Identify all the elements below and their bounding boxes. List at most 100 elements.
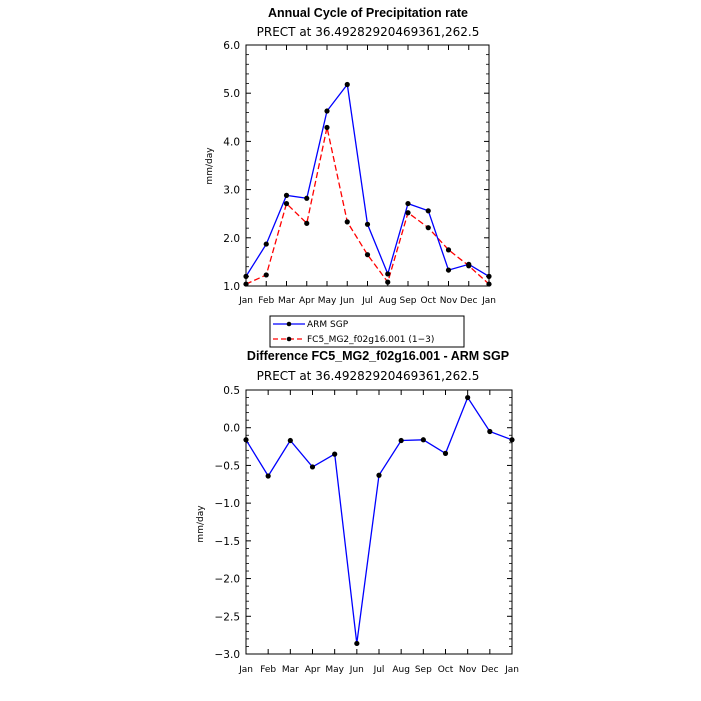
data-point [376, 472, 382, 478]
x-tick-label: Apr [299, 296, 315, 306]
y-axis-label: mm/day [196, 505, 206, 543]
chart-subtitle: PRECT at 36.49282920469361,262.5 [257, 369, 480, 383]
data-point [385, 279, 391, 285]
chart-subtitle: PRECT at 36.49282920469361,262.5 [257, 25, 480, 39]
x-tick-label: Jan [238, 296, 253, 306]
data-point [265, 473, 271, 479]
y-tick-label: −2.0 [215, 574, 241, 586]
x-tick-label: Dec [481, 665, 498, 675]
y-tick-label: −1.0 [215, 498, 241, 510]
x-tick-label: Aug [379, 296, 397, 306]
data-point [263, 241, 269, 247]
chart-title: Annual Cycle of Precipitation rate [268, 6, 468, 20]
legend: ARM SGP FC5_MG2_f02g16.001 (1−3) [269, 315, 465, 348]
plot-frame [245, 389, 513, 655]
data-point [304, 195, 310, 201]
x-tick-label: Aug [392, 665, 410, 675]
data-point [243, 437, 249, 443]
data-point [466, 261, 472, 267]
x-tick-label: Feb [260, 665, 276, 675]
axis-ticks: Jan Feb Mar Apr May Jun Jul Aug Sep Oct Nov Dec Jan 1… [223, 40, 496, 306]
data-point [287, 437, 293, 444]
data-point [344, 219, 350, 225]
data-point [304, 220, 310, 226]
y-axis-label: mm/day [205, 147, 215, 185]
x-tick-label: Mar [278, 296, 295, 306]
series-line [245, 82, 490, 277]
data-point [425, 208, 431, 214]
y-tick-label: −1.5 [215, 536, 241, 548]
x-tick-label: Jul [361, 296, 373, 306]
data-point [487, 428, 493, 435]
data-point [332, 451, 338, 457]
chart-title: Difference FC5_MG2_f02g16.001 - ARM SGP [247, 349, 509, 363]
series-layer [243, 394, 515, 647]
data-point [465, 394, 471, 401]
series-line [245, 396, 513, 644]
legend-label-fc5: FC5_MG2_f02g16.001 (1−3) [307, 335, 434, 345]
data-point [324, 108, 330, 114]
y-tick-label: 2.0 [223, 233, 240, 245]
data-point [324, 124, 330, 131]
x-tick-label: May [318, 296, 337, 306]
x-tick-label: Nov [440, 296, 458, 306]
x-tick-label: Jul [373, 665, 385, 675]
x-tick-label: Dec [460, 296, 477, 306]
x-tick-label: Jan [504, 665, 519, 675]
data-point [344, 81, 350, 88]
plot-frame [245, 44, 490, 287]
y-tick-label: −3.0 [215, 649, 241, 661]
x-tick-label: May [325, 665, 344, 675]
y-tick-label: 3.0 [223, 185, 240, 197]
x-tick-label: Apr [305, 665, 321, 675]
data-point [445, 267, 452, 273]
data-point [283, 192, 290, 198]
data-point [364, 221, 371, 227]
data-point [283, 200, 290, 207]
legend-marker-fc5 [286, 336, 292, 342]
x-tick-label: Jun [339, 296, 354, 306]
data-point [263, 272, 269, 278]
difference-panel: Difference FC5_MG2_f02g16.001 - ARM SGP … [196, 349, 519, 675]
x-tick-label: Mar [282, 665, 299, 675]
y-tick-label: 1.0 [223, 281, 240, 293]
data-point [243, 273, 249, 279]
data-point [442, 450, 449, 456]
data-point [425, 225, 431, 231]
legend-box [269, 315, 465, 348]
x-tick-label: Feb [258, 296, 274, 306]
series-layer [243, 81, 492, 287]
data-point [385, 271, 391, 277]
data-point [486, 273, 492, 279]
x-tick-label: Jan [238, 665, 253, 675]
x-tick-label: Oct [438, 665, 454, 675]
x-tick-label: Sep [415, 665, 432, 675]
data-point [405, 200, 411, 207]
x-tick-label: Jan [481, 296, 496, 306]
legend-label-arm-sgp: ARM SGP [307, 320, 349, 330]
y-tick-label: 5.0 [223, 88, 240, 100]
x-tick-label: Sep [400, 296, 417, 306]
data-point [309, 464, 316, 470]
y-tick-label: −2.5 [215, 611, 241, 623]
y-tick-label: 4.0 [223, 136, 240, 148]
data-point [445, 247, 452, 253]
y-tick-label: 6.0 [223, 40, 240, 52]
annual-cycle-panel: Annual Cycle of Precipitation rate PRECT… [205, 6, 496, 348]
data-point [243, 281, 249, 287]
data-point [405, 210, 411, 216]
y-tick-label: −0.5 [215, 460, 241, 472]
data-point [486, 281, 492, 287]
x-tick-label: Nov [459, 665, 477, 675]
y-tick-label: 0.5 [223, 385, 240, 397]
data-point [398, 437, 404, 444]
x-tick-label: Oct [420, 296, 436, 306]
data-point [364, 252, 371, 258]
data-point [354, 640, 360, 647]
axis-ticks: Jan Feb Mar Apr May Jun Jul Aug Sep Oct Nov Dec Jan −… [215, 385, 519, 675]
legend-marker-arm-sgp [286, 321, 292, 327]
y-tick-label: 0.0 [223, 423, 240, 435]
data-point [420, 437, 426, 443]
x-tick-label: Jun [349, 665, 364, 675]
